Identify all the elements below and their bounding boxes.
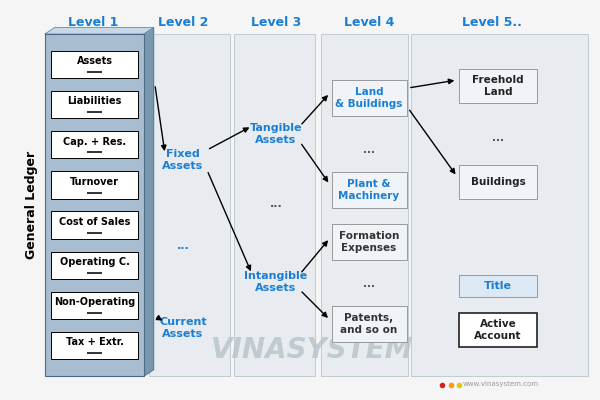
- Text: Cost of Sales: Cost of Sales: [59, 217, 130, 227]
- Bar: [51, 212, 138, 239]
- Bar: [51, 171, 138, 198]
- Text: Plant &
Machinery: Plant & Machinery: [338, 179, 400, 201]
- Bar: [51, 332, 138, 359]
- Bar: [234, 34, 315, 376]
- Text: Turnover: Turnover: [70, 177, 119, 187]
- Text: Operating C.: Operating C.: [59, 257, 130, 267]
- Text: General Ledger: General Ledger: [25, 151, 38, 259]
- Bar: [411, 34, 588, 376]
- Text: www.vinasystem.com: www.vinasystem.com: [463, 381, 539, 387]
- Text: Level 4: Level 4: [344, 16, 394, 28]
- Bar: [321, 34, 408, 376]
- Text: Fixed
Assets: Fixed Assets: [163, 149, 203, 171]
- Text: Current
Assets: Current Assets: [159, 317, 207, 339]
- Bar: [459, 165, 537, 199]
- Text: Tangible
Assets: Tangible Assets: [250, 123, 302, 145]
- Bar: [331, 306, 407, 342]
- Bar: [45, 34, 144, 376]
- Bar: [51, 292, 138, 319]
- Bar: [51, 51, 138, 78]
- Bar: [51, 131, 138, 158]
- Text: ...: ...: [363, 145, 375, 155]
- Text: Level 2: Level 2: [158, 16, 208, 28]
- Text: Assets: Assets: [77, 56, 113, 66]
- Bar: [459, 275, 537, 297]
- Text: Intangible
Assets: Intangible Assets: [244, 271, 308, 293]
- Text: VINASYSTEM: VINASYSTEM: [211, 336, 413, 364]
- Text: ...: ...: [176, 241, 190, 251]
- Polygon shape: [144, 28, 154, 376]
- Text: Freehold
Land: Freehold Land: [472, 75, 524, 97]
- Text: Level 3: Level 3: [251, 16, 301, 28]
- Text: ...: ...: [363, 279, 375, 289]
- Bar: [331, 80, 407, 116]
- Text: Liabilities: Liabilities: [67, 96, 122, 106]
- Text: Patents,
and so on: Patents, and so on: [340, 313, 398, 335]
- Bar: [459, 313, 537, 347]
- Text: Cap. + Res.: Cap. + Res.: [63, 136, 126, 146]
- Bar: [51, 91, 138, 118]
- Text: Non-Operating: Non-Operating: [54, 297, 135, 307]
- Bar: [51, 252, 138, 279]
- Text: Title: Title: [484, 281, 512, 291]
- Text: Level 5..: Level 5..: [462, 16, 522, 28]
- Bar: [331, 172, 407, 208]
- Text: ...: ...: [492, 133, 504, 143]
- Polygon shape: [45, 28, 154, 34]
- Text: Formation
Expenses: Formation Expenses: [339, 231, 399, 253]
- Bar: [149, 34, 230, 376]
- Text: ...: ...: [269, 199, 283, 209]
- Bar: [459, 69, 537, 103]
- Text: Active
Account: Active Account: [474, 319, 522, 341]
- Text: Tax + Extr.: Tax + Extr.: [65, 337, 124, 347]
- Text: Buildings: Buildings: [470, 177, 526, 187]
- Bar: [331, 224, 407, 260]
- Text: Level 1: Level 1: [68, 16, 118, 28]
- Text: Land
& Buildings: Land & Buildings: [335, 87, 403, 109]
